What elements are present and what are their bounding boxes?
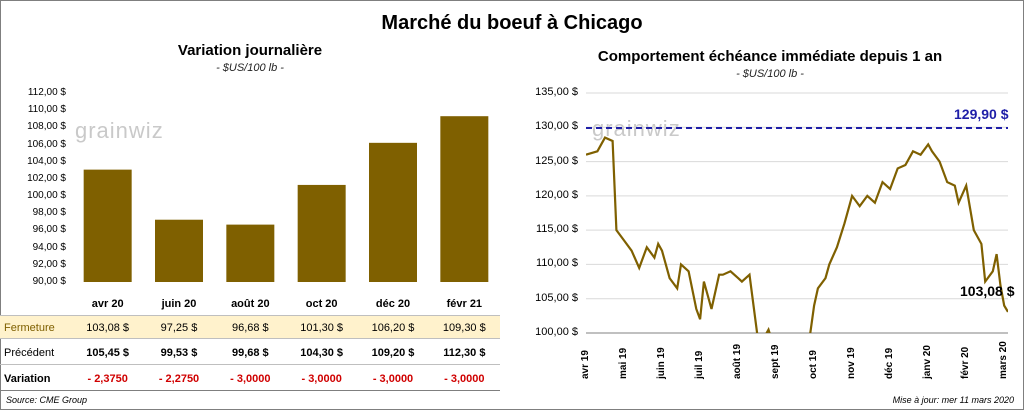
- left-y-tick: 96,00 $: [32, 224, 66, 236]
- left-chart-subtitle: - $US/100 lb -: [216, 62, 284, 74]
- precedent-cell: 104,30 $: [300, 347, 344, 359]
- left-watermark: grainwiz: [75, 118, 164, 143]
- variation-cell: - 3,0000: [230, 373, 271, 385]
- right-x-tick: juil 19: [694, 350, 706, 379]
- main-title: Marché du boeuf à Chicago: [381, 12, 643, 34]
- right-x-tick: août 19: [732, 343, 744, 379]
- right-y-tick: 135,00 $: [535, 86, 578, 98]
- right-y-tick: 105,00 $: [535, 291, 578, 304]
- left-bar-chart: [83, 116, 489, 282]
- precedent-cell: 99,53 $: [160, 347, 198, 359]
- right-y-tick: 125,00 $: [535, 154, 578, 167]
- left-x-tick: juin 20: [161, 298, 197, 310]
- fermeture-cell: 103,08 $: [86, 322, 130, 334]
- variation-cell: - 3,0000: [301, 373, 342, 385]
- right-x-tick: déc 19: [884, 347, 896, 379]
- left-x-tick: oct 20: [305, 298, 338, 310]
- fermeture-cell: 101,30 $: [300, 322, 344, 334]
- price-series-line: [586, 136, 1008, 333]
- last-value-label: 103,08 $: [960, 283, 1015, 299]
- precedent-cell: 109,20 $: [371, 347, 415, 359]
- left-y-tick: 112,00 $: [27, 87, 66, 98]
- right-y-tick: 115,00 $: [535, 223, 578, 236]
- right-chart-title: Comportement échéance immédiate depuis 1…: [597, 48, 943, 65]
- variation-row: Variation - 2,3750 - 2,2750 - 3,0000 - 3,00…: [0, 367, 500, 391]
- high-value-label: 129,90 $: [954, 106, 1009, 122]
- left-y-tick: 108,00 $: [27, 121, 66, 133]
- fermeture-row: Fermeture 103,08 $ 97,25 $ 96,68 $ 101,30 $…: [0, 315, 500, 339]
- fermeture-cell: 97,25 $: [160, 322, 198, 334]
- right-y-tick: 120,00 $: [535, 188, 578, 201]
- left-y-tick: 92,00 $: [32, 258, 66, 270]
- left-y-tick: 110,00 $: [27, 104, 66, 116]
- bar-3: [297, 184, 346, 282]
- right-y-tick: 110,00 $: [535, 257, 578, 270]
- left-x-tick: avr 20: [91, 298, 124, 310]
- right-x-tick: janv 20: [922, 345, 934, 379]
- right-x-tick: sept 19: [770, 344, 782, 379]
- right-x-tick: mars 20: [998, 341, 1010, 379]
- precedent-cell: 112,30 $: [443, 347, 486, 359]
- bar-0: [83, 169, 132, 282]
- left-x-tick: août 20: [231, 298, 270, 310]
- variation-cell: - 3,0000: [444, 373, 485, 385]
- precedent-row: Précédent 105,45 $ 99,53 $ 99,68 $ 104,30 $…: [0, 341, 500, 365]
- right-x-tick: févr 20: [960, 346, 972, 379]
- left-y-tick: 98,00 $: [32, 207, 66, 219]
- right-x-tick: nov 19: [846, 347, 858, 379]
- fermeture-cell: 106,20 $: [371, 322, 415, 334]
- variation-cell: - 2,2750: [158, 373, 200, 385]
- precedent-cell: 105,45 $: [86, 347, 130, 359]
- right-y-tick: 100,00 $: [535, 326, 578, 338]
- bar-5: [440, 116, 489, 282]
- left-chart-title: Variation journalière: [177, 42, 323, 59]
- right-y-tick: 130,00 $: [535, 120, 578, 133]
- left-y-tick: 102,00 $: [27, 172, 66, 184]
- bar-2: [226, 224, 275, 282]
- left-y-tick: 106,00 $: [27, 138, 66, 150]
- right-x-tick: oct 19: [808, 350, 820, 379]
- left-x-tick: déc 20: [375, 298, 411, 310]
- variation-label: Variation: [4, 373, 51, 385]
- precedent-label: Précédent: [4, 347, 55, 359]
- fermeture-cell: 109,30 $: [442, 322, 486, 334]
- right-x-tick: avr 19: [580, 350, 591, 379]
- update-note: Mise à jour: mer 11 mars 2020: [892, 395, 1014, 405]
- variation-cell: - 3,0000: [372, 373, 414, 385]
- bar-4: [369, 142, 417, 282]
- left-x-tick: févr 21: [446, 298, 483, 310]
- left-y-tick: 90,00 $: [32, 276, 66, 287]
- left-y-tick: 100,00 $: [27, 190, 66, 202]
- right-x-tick: mai 19: [618, 347, 630, 379]
- left-y-tick: 104,00 $: [27, 155, 66, 167]
- fermeture-label: Fermeture: [4, 322, 55, 334]
- right-chart-subtitle: - $US/100 lb -: [736, 68, 804, 80]
- variation-cell: - 2,3750: [87, 373, 128, 385]
- fermeture-cell: 96,68 $: [231, 322, 269, 334]
- left-y-tick: 94,00 $: [32, 241, 66, 253]
- right-x-tick: juin 19: [656, 347, 668, 379]
- precedent-cell: 99,68 $: [231, 347, 269, 359]
- bar-1: [155, 219, 203, 282]
- source-note: Source: CME Group: [6, 395, 88, 405]
